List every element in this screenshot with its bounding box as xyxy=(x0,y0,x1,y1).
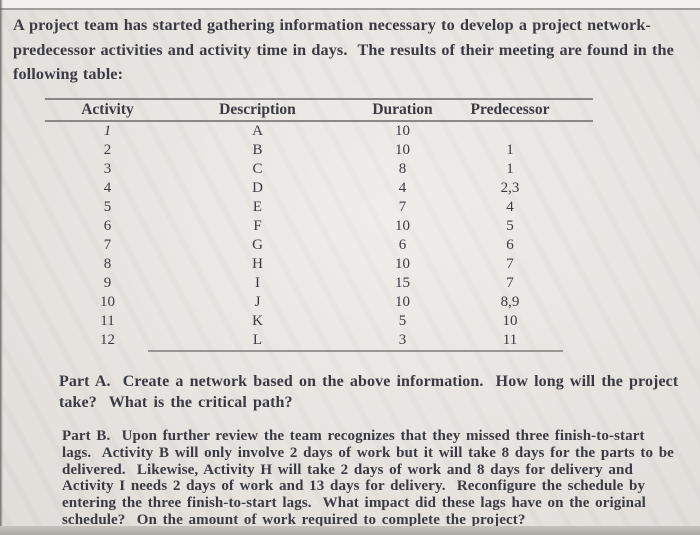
cell-description: E xyxy=(252,199,263,215)
cell-predecessor: 7 xyxy=(506,256,514,272)
table-row: 6 F 10 5 xyxy=(45,217,593,236)
cell-predecessor: 6 xyxy=(506,237,514,253)
header-activity: Activity xyxy=(81,101,134,119)
part-b-paragraph: Part B. Upon further review the team rec… xyxy=(62,428,674,528)
cell-activity: 5 xyxy=(103,199,112,215)
cell-duration: 10 xyxy=(395,294,410,310)
activity-table-body: 1 A 10 2 B 10 1 3 C 8 1 4 D 4 2,3 5 E 7 4 6 F 10 5 7 G 6 6 8 H 10 7 9 I 1… xyxy=(45,122,593,350)
table-row: 10 J 10 8,9 xyxy=(45,293,593,312)
cell-activity: 2 xyxy=(103,142,112,158)
cell-predecessor: 1 xyxy=(506,142,514,158)
cell-description: A xyxy=(252,123,263,139)
cell-description: F xyxy=(253,218,262,234)
cell-predecessor: 1 xyxy=(506,161,514,177)
activity-table: Activity Description Duration Predecesso… xyxy=(45,98,593,352)
cell-duration: 8 xyxy=(398,161,407,177)
cell-duration: 3 xyxy=(398,332,407,348)
table-bottom-rule xyxy=(148,350,563,352)
cell-duration: 7 xyxy=(398,199,407,215)
table-row: 3 C 8 1 xyxy=(45,160,593,179)
cell-description: J xyxy=(254,294,261,310)
cell-description: B xyxy=(252,142,263,158)
cell-activity: 11 xyxy=(100,313,115,329)
cell-duration: 15 xyxy=(395,275,410,291)
cell-activity: 6 xyxy=(103,218,112,234)
table-row: 2 B 10 1 xyxy=(45,141,593,160)
header-description: Description xyxy=(219,101,296,119)
photo-top-edge xyxy=(0,0,700,8)
table-row: 11 K 5 10 xyxy=(45,312,593,331)
photo-bottom-edge xyxy=(0,526,700,535)
cell-activity: 9 xyxy=(103,275,112,291)
cell-duration: 10 xyxy=(395,256,410,272)
intro-paragraph: A project team has started gathering inf… xyxy=(13,16,674,83)
cell-activity: 3 xyxy=(103,161,112,177)
cell-duration: 5 xyxy=(398,313,407,329)
cell-duration: 6 xyxy=(398,237,407,253)
cell-activity: 8 xyxy=(103,256,112,272)
table-row: 4 D 4 2,3 xyxy=(45,179,593,198)
cell-duration: 10 xyxy=(395,123,410,139)
header-duration: Duration xyxy=(372,101,433,119)
cell-description: H xyxy=(252,256,263,272)
table-row: 12 L 3 11 xyxy=(45,331,593,350)
cell-predecessor: 11 xyxy=(502,332,518,348)
cell-predecessor: 8,9 xyxy=(500,294,520,310)
table-row: 9 I 15 7 xyxy=(45,274,593,293)
cell-description: G xyxy=(252,237,263,253)
table-row: 8 H 10 7 xyxy=(45,255,593,274)
cell-duration: 10 xyxy=(395,142,410,158)
table-row: 1 A 10 xyxy=(45,122,593,141)
cell-description: I xyxy=(255,275,260,291)
top-divider-line xyxy=(0,8,700,10)
table-header-row: Activity Description Duration Predecesso… xyxy=(45,100,593,122)
cell-predecessor: 5 xyxy=(506,218,514,234)
part-a-paragraph: Part A. Create a network based on the ab… xyxy=(59,373,679,411)
cell-description: C xyxy=(252,161,263,177)
cell-duration: 4 xyxy=(398,180,407,196)
cell-description: K xyxy=(252,313,263,329)
cell-description: L xyxy=(252,332,263,348)
cell-predecessor: 10 xyxy=(502,313,518,329)
cell-activity: 10 xyxy=(100,294,115,310)
cell-activity: 1 xyxy=(103,123,112,139)
table-row: 5 E 7 4 xyxy=(45,198,593,217)
cell-duration: 10 xyxy=(395,218,410,234)
cell-predecessor: 2,3 xyxy=(500,180,520,196)
table-row: 7 G 6 6 xyxy=(45,236,593,255)
cell-activity: 4 xyxy=(103,180,112,196)
cell-predecessor: 7 xyxy=(506,275,514,291)
cell-activity: 12 xyxy=(100,332,115,348)
cell-predecessor: 4 xyxy=(506,199,514,215)
cell-activity: 7 xyxy=(103,237,112,253)
photo-left-edge xyxy=(0,0,3,535)
header-predecessor: Predecessor xyxy=(470,101,550,119)
cell-description: D xyxy=(252,180,263,196)
